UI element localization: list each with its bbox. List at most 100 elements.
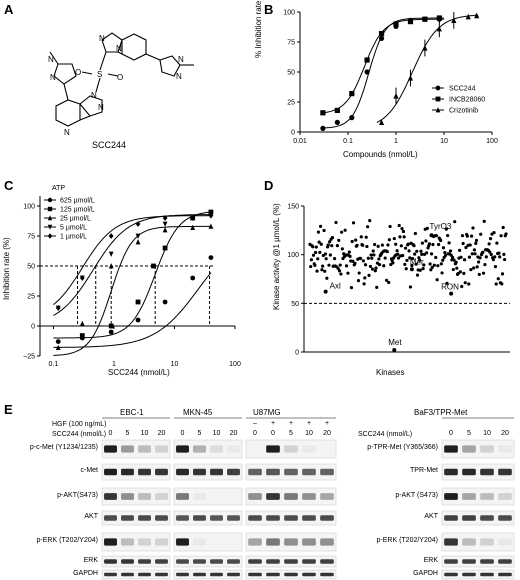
svg-text:S: S [97,70,102,79]
data-point [108,329,114,335]
x-tick-label: 10 [171,361,179,368]
kinase-point [502,257,507,262]
x-tick-label: 0.1 [343,138,353,145]
kinase-point [311,245,315,249]
y-tick-label: 50 [27,264,35,271]
point-scc244 [320,125,326,131]
kinase-point [418,268,422,272]
kinase-point [412,244,416,248]
panel-d-letter: D [264,178,274,193]
hgf-sign: + [306,420,312,427]
kinase-point [328,240,332,244]
kinase-point [330,244,334,248]
chart-b-xlabel: Compounds (nmol/L) [343,150,418,159]
data-point [190,275,196,281]
blot-strip [101,510,171,526]
legend-label: SCC244 [449,86,476,93]
point-crizotinib [378,119,385,125]
fit-curve [53,272,212,348]
hgf-sign: – [253,420,257,427]
blot-band [284,572,298,577]
kinase-point [460,284,464,289]
blot-band [138,468,151,476]
point-incb28060 [393,21,399,27]
kinase-point [361,259,365,263]
blot-band [480,559,494,564]
blot-band [155,445,168,453]
blot-band [104,559,117,564]
data-point [108,323,114,329]
kinase-point [371,249,375,253]
kinase-point [362,282,366,286]
kinase-point [417,258,422,262]
kinase-point [478,256,482,260]
kinase-point [421,266,425,271]
kinase-point [355,243,359,247]
blot-band [121,538,134,546]
kinase-point [408,285,413,289]
data-point [135,317,141,323]
chart-d: 0 50 100 150 TyrO3 Mer Axl RON Met [287,204,510,357]
legend-marker [47,215,53,221]
kinase-point [477,272,481,277]
blot-band [284,515,298,521]
kinase-point [350,239,354,244]
svg-text:N: N [48,55,54,64]
blot-strip [101,532,171,552]
blot-strip [173,463,243,481]
kinase-point [377,257,381,261]
kinase-point [316,257,320,261]
blot-band [444,468,458,476]
dose-label: 5 [289,430,293,437]
blot-band [227,572,240,577]
blot-band [284,468,298,476]
legend-marker [47,197,53,203]
point-crizotinib [393,92,399,99]
kinase-point [482,219,486,223]
kinase-point [405,258,409,262]
blot-band [121,559,134,564]
kinase-point [377,262,382,267]
kinase-point [387,280,391,285]
y-tick-label: 50 [287,70,295,77]
blot-band [498,559,512,564]
blot-band [210,493,223,500]
blot-band [138,445,151,453]
kinase-point [340,230,344,234]
blot-row-label-right: TPR-Met [410,467,438,474]
kinase-point [481,271,486,275]
legend-label: INCB28060 [449,97,485,104]
data-point [135,233,141,239]
kinase-point [335,244,339,248]
hgf-sign: + [288,420,294,427]
blot-band [155,572,168,577]
kinase-point [439,262,443,266]
data-point [108,233,114,239]
kinase-point [440,271,444,275]
kinase-point [420,241,425,245]
blot-band [193,493,206,500]
kinase-point [483,263,487,267]
blot-row-label-right: p-AKT (S473) [395,491,438,499]
kinase-point [324,257,328,261]
chart-d-xlabel: Kinases [376,368,405,377]
blot-band [480,572,494,577]
pyrazole-left [53,63,77,85]
kinase-point [434,234,439,238]
kinase-point [489,252,493,257]
kinase-point [451,255,455,259]
blot-band [444,445,458,453]
kinase-point [498,255,502,259]
kinase-point [465,234,469,238]
dose-label: 5 [197,430,202,437]
blot-band [462,538,476,546]
legend-marker [47,206,53,212]
blot-row-label: c-Met [80,467,99,474]
kinase-point [323,252,328,256]
kinase-point [395,249,399,253]
point-incb28060 [407,19,414,25]
cell-line-baf3: BaF3/TPR-Met [414,408,468,417]
scc-dose-label: SCC244 (nmol/L) [52,431,107,438]
kinase-point [368,219,372,223]
blot-band [320,468,334,476]
